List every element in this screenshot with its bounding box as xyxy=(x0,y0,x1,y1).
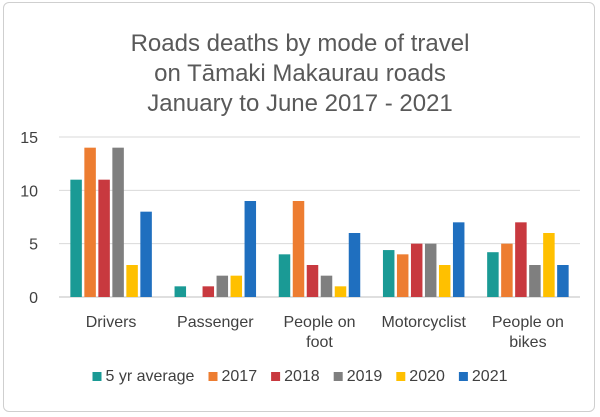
legend: 5 yr average 2017 2018 2019 2020 2021 xyxy=(92,368,508,385)
bar xyxy=(216,275,229,297)
category-label: bikes xyxy=(509,334,546,351)
legend-label: 5 yr average xyxy=(106,368,195,385)
bar xyxy=(529,265,541,297)
bar xyxy=(452,222,465,297)
legend-item: 2018 xyxy=(271,368,320,385)
bar xyxy=(438,265,451,297)
category-label: Passenger xyxy=(177,314,254,331)
legend-label: 2017 xyxy=(222,368,258,385)
bar xyxy=(348,233,361,297)
legend-label: 2018 xyxy=(284,368,320,385)
chart-title-line: on Tāmaki Makaurau roads xyxy=(154,60,446,87)
legend-swatch xyxy=(271,372,281,381)
bar xyxy=(320,275,333,297)
bar xyxy=(396,254,409,297)
bar xyxy=(515,222,527,297)
legend-item: 5 yr average xyxy=(92,368,195,385)
category-label: Drivers xyxy=(86,314,137,331)
bar xyxy=(126,265,138,297)
y-tick-label: 5 xyxy=(29,237,38,254)
chart-title-line: Roads deaths by mode of travel xyxy=(131,30,470,57)
legend-label: 2021 xyxy=(472,368,508,385)
y-tick-label: 0 xyxy=(29,290,38,307)
category-label: Motorcyclist xyxy=(381,314,466,331)
bar xyxy=(410,243,423,297)
legend-swatch xyxy=(458,372,468,381)
bar xyxy=(306,265,319,297)
bars xyxy=(70,147,569,297)
chart-title: Roads deaths by mode of travel on Tāmaki … xyxy=(131,30,470,117)
bar xyxy=(557,265,569,297)
category-label: foot xyxy=(306,334,333,351)
chart-title-line: January to June 2017 - 2021 xyxy=(147,90,453,117)
bar xyxy=(70,179,82,297)
chart-frame: Roads deaths by mode of travel on Tāmaki … xyxy=(3,2,595,412)
bar xyxy=(292,201,305,297)
bar xyxy=(202,286,215,297)
y-axis-ticks: 0 5 10 15 xyxy=(20,130,38,307)
bar xyxy=(487,252,499,297)
legend-swatch xyxy=(92,372,102,381)
legend-swatch xyxy=(333,372,343,381)
bar xyxy=(382,250,395,297)
bar xyxy=(244,201,257,297)
bar xyxy=(230,275,243,297)
category-label: People on xyxy=(492,314,564,331)
legend-item: 2021 xyxy=(458,368,508,385)
legend-swatch xyxy=(396,372,406,381)
legend-swatch xyxy=(208,372,218,381)
bar xyxy=(140,211,152,297)
bar xyxy=(501,243,513,297)
x-axis-categories: Drivers Passenger People on foot Motorcyclis… xyxy=(86,314,564,351)
y-tick-label: 15 xyxy=(20,130,38,147)
bar xyxy=(424,243,437,297)
bar xyxy=(84,147,96,297)
bar xyxy=(334,286,347,297)
legend-item: 2017 xyxy=(208,368,258,385)
bar xyxy=(98,179,110,297)
legend-label: 2020 xyxy=(409,368,445,385)
legend-item: 2019 xyxy=(333,368,383,385)
bar xyxy=(174,286,187,297)
bar xyxy=(543,233,555,297)
bar xyxy=(278,254,291,297)
category-label: People on xyxy=(283,314,355,331)
legend-item: 2020 xyxy=(396,368,445,385)
legend-label: 2019 xyxy=(347,368,383,385)
chart-svg: Roads deaths by mode of travel on Tāmaki … xyxy=(20,30,580,385)
bar xyxy=(112,147,124,297)
y-tick-label: 10 xyxy=(20,183,38,200)
